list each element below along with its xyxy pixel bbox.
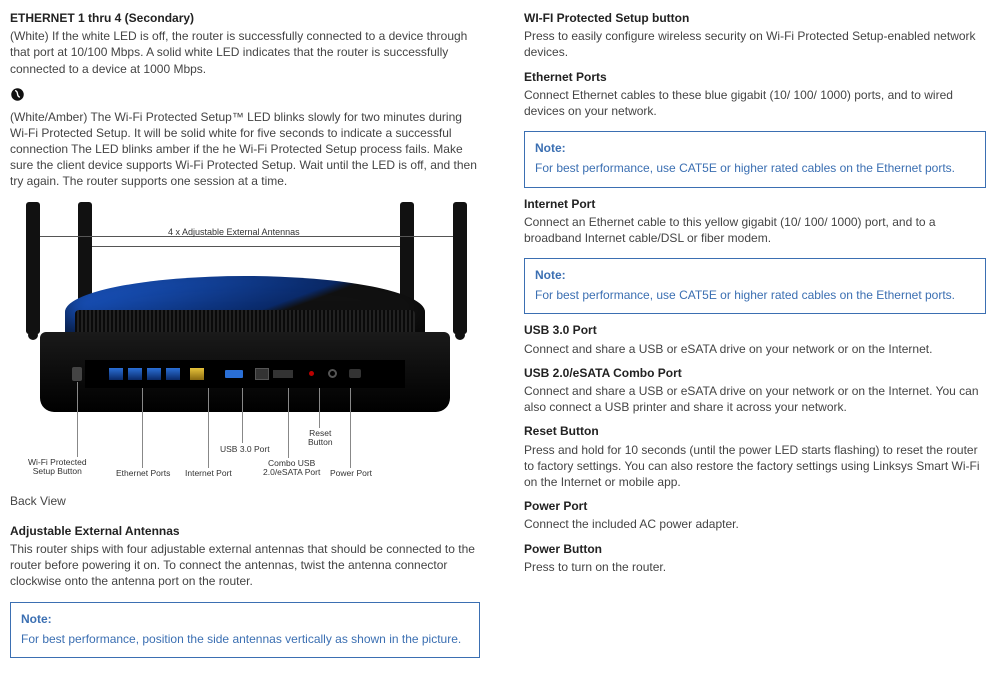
wps-button-graphic	[72, 367, 82, 381]
wps-button-heading: WI-FI Protected Setup button	[524, 10, 986, 26]
callout-internet: Internet Port	[185, 469, 232, 478]
antenna-3	[400, 202, 414, 304]
antennas-heading: Adjustable External Antennas	[10, 523, 480, 539]
callout-line-internet	[208, 388, 209, 468]
back-view-caption: Back View	[10, 493, 480, 509]
eth-port-2	[127, 367, 143, 381]
two-column-layout: ETHERNET 1 thru 4 (Secondary) (White) If…	[10, 10, 996, 666]
power-button-body: Press to turn on the router.	[524, 559, 986, 575]
note-label: Note:	[535, 140, 975, 156]
callout-combo: Combo USB2.0/eSATA Port	[263, 459, 320, 478]
internet-port-heading: Internet Port	[524, 196, 986, 212]
note-label: Note:	[535, 267, 975, 283]
internet-port-graphic	[189, 367, 205, 381]
note-antennas: Note: For best performance, position the…	[10, 602, 480, 658]
wps-button-body: Press to easily configure wireless secur…	[524, 28, 986, 60]
left-column: ETHERNET 1 thru 4 (Secondary) (White) If…	[10, 10, 480, 666]
antenna-callout-label: 4 x Adjustable External Antennas	[168, 226, 300, 238]
eth-port-3	[146, 367, 162, 381]
callout-usb3: USB 3.0 Port	[220, 445, 270, 454]
reset-button-graphic	[309, 371, 314, 376]
callout-line-combo	[288, 388, 289, 458]
power-port-heading: Power Port	[524, 498, 986, 514]
rear-port-strip	[85, 360, 405, 388]
right-column: WI-FI Protected Setup button Press to ea…	[524, 10, 986, 666]
note-internet: Note: For best performance, use CAT5E or…	[524, 258, 986, 314]
callout-eth: Ethernet Ports	[116, 469, 170, 478]
note-ethernet: Note: For best performance, use CAT5E or…	[524, 131, 986, 187]
usb3-heading: USB 3.0 Port	[524, 322, 986, 338]
esata-port-graphic	[273, 370, 293, 378]
power-port-graphic	[328, 369, 337, 378]
callout-power: Power Port	[330, 469, 372, 478]
ethernet-heading: ETHERNET 1 thru 4 (Secondary)	[10, 10, 480, 26]
note-text: For best performance, use CAT5E or highe…	[535, 160, 975, 176]
ethernet-ports-body: Connect Ethernet cables to these blue gi…	[524, 87, 986, 119]
combo-port-heading: USB 2.0/eSATA Combo Port	[524, 365, 986, 381]
reset-button-heading: Reset Button	[524, 423, 986, 439]
note-text: For best performance, use CAT5E or highe…	[535, 287, 975, 303]
antenna-2	[78, 202, 92, 304]
ethernet-body: (White) If the white LED is off, the rou…	[10, 28, 480, 77]
wps-led-body: (White/Amber) The Wi-Fi Protected Setup™…	[10, 109, 480, 190]
callout-line-power	[350, 388, 351, 468]
internet-port-body: Connect an Ethernet cable to this yellow…	[524, 214, 986, 246]
combo-port-body: Connect and share a USB or eSATA drive o…	[524, 383, 986, 415]
note-label: Note:	[21, 611, 469, 627]
reset-button-body: Press and hold for 10 seconds (until the…	[524, 442, 986, 491]
callout-wps: Wi-Fi ProtectedSetup Button	[28, 458, 87, 477]
router-back-illustration: 4 x Adjustable External Antennas	[10, 202, 481, 487]
power-button-heading: Power Button	[524, 541, 986, 557]
usb2-port-graphic	[255, 368, 269, 380]
callout-line-usb3	[242, 388, 243, 443]
antenna-4	[453, 202, 467, 334]
antennas-body: This router ships with four adjustable e…	[10, 541, 480, 590]
note-text: For best performance, position the side …	[21, 631, 469, 647]
power-port-body: Connect the included AC power adapter.	[524, 516, 986, 532]
usb3-port-graphic	[225, 370, 243, 378]
eth-port-1	[108, 367, 124, 381]
antenna-1	[26, 202, 40, 334]
callout-line-eth	[142, 388, 143, 468]
ethernet-ports-heading: Ethernet Ports	[524, 69, 986, 85]
eth-port-4	[165, 367, 181, 381]
callout-line-wps	[77, 382, 78, 457]
antenna-mid-line	[92, 246, 400, 247]
usb3-body: Connect and share a USB or eSATA drive o…	[524, 341, 986, 357]
callout-line-reset	[319, 388, 320, 428]
callout-reset: ResetButton	[308, 429, 333, 448]
power-button-graphic	[349, 369, 361, 378]
wps-led-icon	[10, 87, 480, 107]
